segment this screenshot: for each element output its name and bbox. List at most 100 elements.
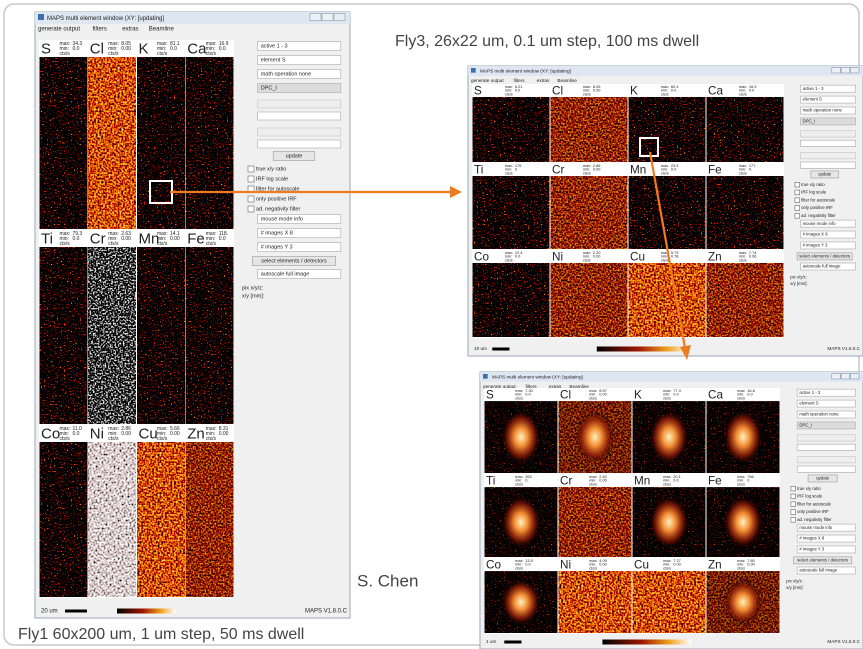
element-map-blob (723, 410, 763, 465)
checkbox[interactable] (248, 166, 254, 172)
element-map (707, 97, 784, 162)
slider (797, 457, 855, 463)
app-icon (471, 68, 476, 73)
window-title: MAPS multi element window (XY: [updating… (47, 16, 164, 22)
checkbox[interactable] (795, 182, 800, 187)
unit-label: cts/s (663, 566, 671, 571)
menu-item[interactable]: extras (537, 78, 550, 83)
version-label: MAPS V1.8.0.C (827, 639, 860, 644)
unit-label: cts/s (737, 566, 745, 571)
close-button[interactable] (851, 68, 860, 73)
checkbox[interactable] (791, 502, 796, 507)
element-map (186, 442, 234, 597)
checkbox[interactable] (248, 196, 254, 202)
minimize-button[interactable] (832, 374, 841, 379)
menu-item[interactable]: Beamline (557, 78, 577, 83)
checkbox[interactable] (791, 517, 796, 522)
checkbox[interactable] (795, 213, 800, 218)
info-label: pix x/y/z: (786, 579, 803, 584)
element-name: Zn (187, 425, 205, 442)
checkbox-label: IRF log scale (801, 190, 827, 195)
element-name: Cr (552, 163, 564, 176)
unit-label: cts/s (661, 258, 669, 263)
stat-value: 0.00 (121, 431, 131, 437)
windows: MAPS multi element window (XY: [updating… (35, 12, 863, 649)
scale-label: 20 um (41, 609, 58, 615)
element-map-blob (649, 496, 689, 549)
checkbox[interactable] (795, 206, 800, 211)
unit-label: cts/s (737, 396, 745, 401)
checkbox[interactable] (791, 486, 796, 491)
unit-label: cts/s (583, 92, 591, 97)
element-name: Cu (630, 250, 645, 263)
element-map-blob (501, 496, 541, 549)
menu-item[interactable]: Beamline (149, 27, 175, 33)
unit-label: cts/s (583, 258, 591, 263)
element-name: Ca (187, 40, 207, 57)
checkbox[interactable] (795, 198, 800, 203)
scale-bar (504, 641, 521, 644)
element-name: Fe (187, 230, 205, 247)
element-map (186, 57, 234, 229)
checkbox-label: only positive IRF (801, 205, 833, 210)
element-map-blob (723, 579, 763, 626)
menu-item[interactable]: generate output (38, 27, 80, 33)
app-icon (483, 374, 488, 379)
stat-value: 0. (525, 478, 528, 483)
element-name: Cl (552, 84, 563, 97)
unit-label: cts/s (157, 241, 168, 247)
stat-value: 0.00 (593, 88, 601, 93)
menu-item[interactable]: generate output (471, 78, 504, 83)
unit-label: cts/s (739, 92, 747, 97)
checkbox-label: ad. negativity filter (797, 517, 832, 522)
stat-value: 0.0 (673, 392, 679, 397)
slider (801, 131, 856, 137)
control-label: math operation none (261, 71, 311, 77)
menu-item[interactable]: filters (514, 78, 526, 83)
version-label: MAPS V1.8.0.C (827, 346, 860, 351)
checkbox[interactable] (791, 510, 796, 515)
maximize-button[interactable] (841, 374, 850, 379)
close-button[interactable] (334, 14, 345, 21)
checkbox[interactable] (795, 190, 800, 195)
unit-label: cts/s (505, 92, 513, 97)
minimize-button[interactable] (310, 14, 321, 21)
checkbox-label: true x/y ratio (801, 182, 825, 187)
element-name: K (634, 388, 642, 401)
app-window: MAPS multi element window (XY: [updating… (480, 372, 863, 649)
maximize-button[interactable] (322, 14, 333, 21)
minimize-button[interactable] (832, 68, 841, 73)
unit-label: cts/s (589, 396, 597, 401)
element-name: Cr (90, 230, 106, 247)
element-name: Ti (486, 474, 495, 487)
stat-value: 0.06 (749, 254, 757, 259)
element-map (559, 487, 632, 557)
close-button[interactable] (851, 374, 860, 379)
checkbox[interactable] (248, 206, 254, 212)
unit-label: cts/s (739, 258, 747, 263)
button-label: select elements / detectors (261, 258, 327, 264)
button-label: select elements / detectors (799, 254, 850, 259)
element-name: Ti (41, 230, 53, 247)
stat-value: 0.0 (671, 88, 677, 93)
checkbox[interactable] (248, 176, 254, 182)
stat-value: 0.0 (525, 392, 531, 397)
element-map (551, 263, 628, 337)
control-label: # images X 8 (803, 232, 829, 237)
color-bar (597, 347, 691, 352)
window-title: MAPS multi element window (XY: [updating… (492, 375, 583, 380)
menu-item[interactable]: extras (122, 27, 138, 33)
screenshot: MAPS multi element window (XY: [updating… (0, 0, 863, 649)
checkbox-label: ad. negativity filter (801, 213, 836, 218)
control-label: math operation none (799, 412, 839, 417)
menu-item[interactable]: filters (93, 27, 107, 33)
element-map (551, 97, 628, 162)
element-name: Cl (90, 40, 104, 57)
control-label: autoscale full image (803, 264, 841, 269)
element-name: Co (41, 425, 60, 442)
scale-label: 10 um (474, 346, 487, 351)
unit-label: cts/s (737, 482, 745, 487)
scale-label: 1 um (486, 639, 496, 644)
maximize-button[interactable] (841, 68, 850, 73)
checkbox[interactable] (791, 494, 796, 499)
